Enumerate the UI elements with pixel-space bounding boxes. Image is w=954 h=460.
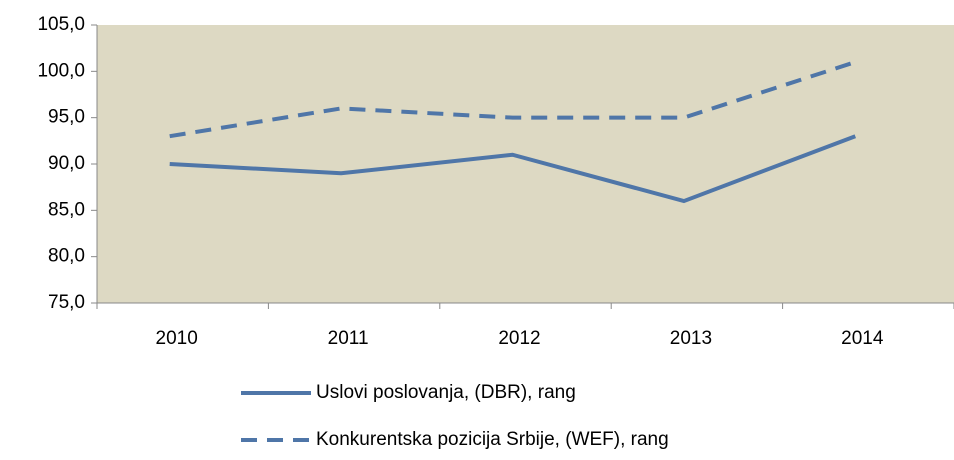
legend-label: Konkurentska pozicija Srbije, (WEF), ran… [316, 429, 669, 450]
series-line [169, 134, 857, 204]
y-tick-label: 75,0 [48, 292, 85, 313]
y-tick-label: 100,0 [37, 60, 85, 81]
y-tick-label: 105,0 [37, 14, 85, 35]
x-tick-label: 2014 [841, 328, 884, 349]
x-tick-label: 2011 [328, 328, 369, 349]
x-tick-label: 2010 [156, 328, 198, 349]
y-tick-label: 85,0 [48, 199, 85, 220]
x-tick-label: 2013 [670, 328, 712, 349]
x-tick-label: 2012 [498, 328, 540, 349]
y-tick-label: 90,0 [48, 153, 85, 174]
y-tick-label: 95,0 [48, 107, 85, 128]
plot-area [97, 25, 954, 303]
y-tick-label: 80,0 [48, 246, 85, 267]
series-line [169, 60, 856, 139]
legend-label: Uslovi poslovanja, (DBR), rang [316, 382, 576, 403]
